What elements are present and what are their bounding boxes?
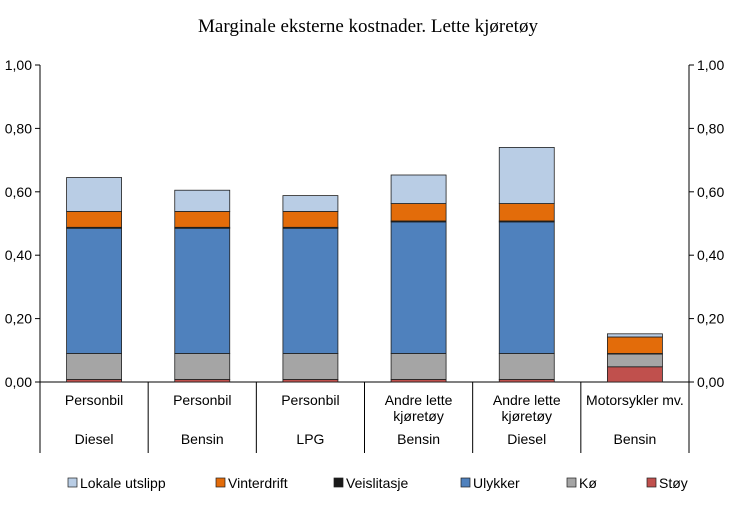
- chart-title: Marginale eksterne kostnader. Lette kjør…: [198, 16, 538, 37]
- bar-segment: [390, 353, 447, 380]
- category-label: Personbil: [65, 392, 123, 408]
- bar-segment: [498, 203, 555, 222]
- bar-segment: [174, 227, 231, 354]
- bar-segment: [498, 147, 555, 204]
- legend-swatch: [215, 477, 226, 488]
- category-label: Personbil: [281, 392, 339, 408]
- legend-label: Støy: [659, 475, 688, 491]
- bar-segment: [390, 203, 447, 222]
- category-label: Personbil: [173, 392, 231, 408]
- y-tick-label-left: 0,80: [5, 120, 32, 136]
- bar-segment: [282, 353, 339, 380]
- legend-swatch: [67, 477, 78, 488]
- category-label: Motorsykler mv.: [586, 392, 684, 408]
- legend-label: Kø: [579, 475, 597, 491]
- legend: Lokale utslipp Vinterdrift Veislitasje Ulyk…: [67, 475, 688, 491]
- bar-segment: [607, 353, 663, 368]
- bar-segment: [174, 353, 231, 380]
- y-tick-label-right: 0,80: [697, 120, 724, 136]
- bar-segment: [66, 227, 122, 354]
- legend-label: Vinterdrift: [228, 475, 288, 491]
- y-tick-label-right: 1,00: [697, 57, 724, 73]
- legend-swatch: [333, 477, 344, 488]
- y-tick-label-right: 0,40: [697, 247, 724, 263]
- bar-segment: [66, 177, 122, 212]
- y-tick-label-left: 0,00: [5, 374, 32, 390]
- bar-segment: [607, 366, 663, 383]
- bar-segment: [607, 336, 663, 354]
- y-tick-label-left: 0,60: [5, 184, 32, 200]
- legend-swatch: [646, 477, 657, 488]
- axes: 0,00 0,00 0,20 0,20 0,40 0,40 0,60 0,60 0,80 0,80…: [5, 57, 724, 453]
- y-tick-label-left: 0,20: [5, 311, 32, 327]
- bar-segment: [174, 189, 231, 212]
- bar-segment: [390, 174, 447, 204]
- category-fuel-label: Bensin: [397, 431, 440, 447]
- bar-segment: [282, 195, 339, 212]
- y-tick-label-right: 0,00: [697, 374, 724, 390]
- y-tick-label-right: 0,20: [697, 311, 724, 327]
- category-label: Andre lette: [493, 392, 561, 408]
- bar-segment: [390, 221, 447, 354]
- category-fuel-label: Diesel: [507, 431, 546, 447]
- legend-swatch: [566, 477, 577, 488]
- bar-segment: [282, 227, 339, 354]
- bar-segment: [282, 211, 339, 228]
- category-labels: Personbil Diesel Personbil Bensin Personbil L…: [65, 392, 684, 447]
- y-tick-label-right: 0,60: [697, 184, 724, 200]
- bar-segment: [66, 211, 122, 228]
- y-tick-label-left: 1,00: [5, 57, 32, 73]
- category-fuel-label: Bensin: [181, 431, 224, 447]
- category-fuel-label: LPG: [296, 431, 324, 447]
- y-tick-label-left: 0,40: [5, 247, 32, 263]
- category-fuel-label: Bensin: [614, 431, 657, 447]
- category-label: kjøretøy: [393, 408, 444, 424]
- category-label: Andre lette: [385, 392, 453, 408]
- category-label: kjøretøy: [501, 408, 552, 424]
- legend-label: Lokale utslipp: [80, 475, 166, 491]
- bar-segment: [174, 211, 231, 228]
- legend-label: Ulykker: [473, 475, 520, 491]
- legend-label: Veislitasje: [346, 475, 408, 491]
- category-fuel-label: Diesel: [75, 431, 114, 447]
- bar-segment: [66, 353, 122, 380]
- bars: [66, 147, 663, 383]
- legend-swatch: [460, 477, 471, 488]
- bar-segment: [498, 353, 555, 380]
- bar-segment: [498, 221, 555, 354]
- bar-segment: [607, 333, 663, 338]
